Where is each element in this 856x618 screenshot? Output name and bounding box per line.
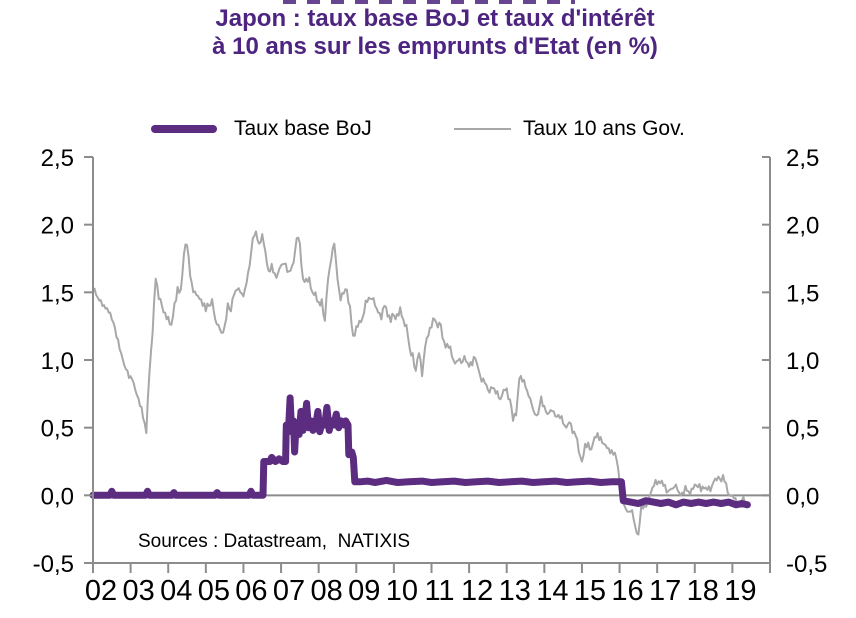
x-tick-label: 15 <box>574 575 606 607</box>
chart-title-line2: à 10 ans sur les emprunts d'Etat (en %) <box>212 33 658 60</box>
legend-item-gov: Taux 10 ans Gov. <box>454 115 685 143</box>
x-tick-label: 10 <box>386 575 418 607</box>
x-tick-label: 04 <box>160 575 192 607</box>
y-tick-label-left: 2,5 <box>41 145 74 172</box>
series-line-gov <box>92 230 750 536</box>
y-tick-label-left: -0,5 <box>33 551 74 578</box>
y-tick-label-right: 1,5 <box>786 280 819 307</box>
clipped-text-artifact <box>283 0 575 4</box>
x-tick-label: 09 <box>348 575 380 607</box>
x-tick-label: 11 <box>424 575 454 607</box>
x-tick-label: 14 <box>536 575 568 607</box>
legend-label-gov: Taux 10 ans Gov. <box>523 117 685 140</box>
x-tick-label: 16 <box>611 575 643 607</box>
x-tick-label: 02 <box>85 575 117 607</box>
x-tick-label: 03 <box>122 575 154 607</box>
x-tick-label: 06 <box>235 575 267 607</box>
boj-line-swatch <box>151 125 217 133</box>
x-tick-label: 07 <box>273 575 305 607</box>
legend-label-boj: Taux base BoJ <box>234 117 372 140</box>
x-tick-label: 17 <box>649 575 681 607</box>
x-tick-label: 13 <box>499 575 531 607</box>
y-tick-label-right: 1,0 <box>786 348 819 375</box>
y-tick-label-left: 1,5 <box>41 280 74 307</box>
x-tick-label: 05 <box>198 575 230 607</box>
y-tick-label-left: 0,5 <box>41 416 74 443</box>
x-tick-label: 19 <box>724 575 756 607</box>
y-tick-label-left: 1,0 <box>41 348 74 375</box>
source-note: Sources : Datastream, NATIXIS <box>138 531 411 552</box>
gov-line-swatch <box>454 128 511 130</box>
y-tick-label-right: 0,0 <box>786 483 819 510</box>
y-tick-label-right: 2,5 <box>786 145 819 172</box>
x-tick-label: 18 <box>687 575 719 607</box>
legend-item-boj: Taux base BoJ <box>151 115 372 143</box>
y-tick-label-left: 0,0 <box>41 483 74 510</box>
chart-title: Japon : taux base BoJ et taux d'intérêt … <box>14 5 856 61</box>
x-tick-label: 08 <box>311 575 343 607</box>
y-tick-label-right: 2,0 <box>786 213 819 240</box>
y-tick-label-left: 2,0 <box>41 213 74 240</box>
x-tick-label: 12 <box>461 575 493 607</box>
series-line-boj <box>89 394 751 509</box>
y-tick-label-right: 0,5 <box>786 416 819 443</box>
y-tick-label-right: -0,5 <box>786 551 827 578</box>
chart-title-line1: Japon : taux base BoJ et taux d'intérêt <box>215 5 655 32</box>
